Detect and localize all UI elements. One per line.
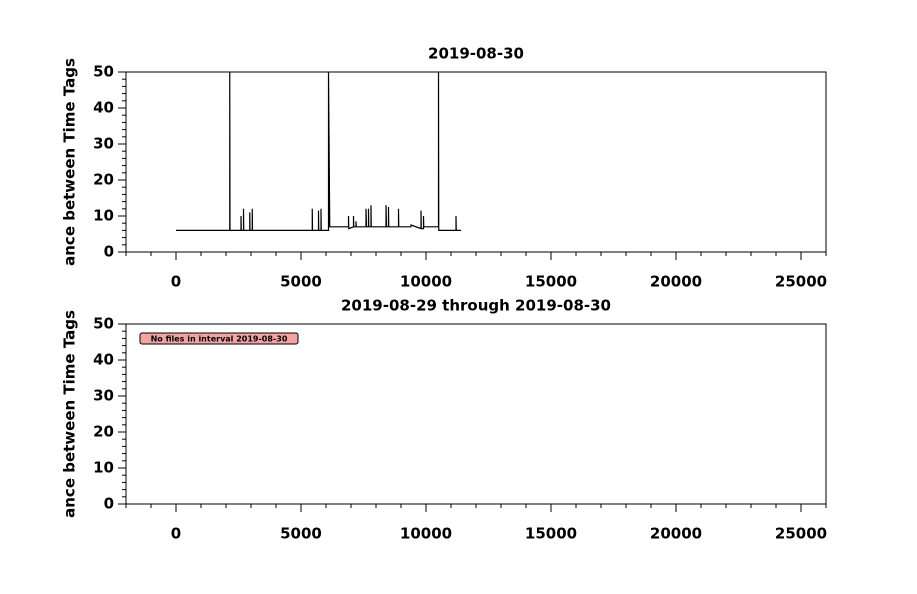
y-tick-label: 10 [93,459,114,477]
plot-frame [125,71,827,253]
panel: 2019-08-30 ance between Time Tags 0 10 20 30 4… [61,45,828,291]
x-tick-label: 0 [171,273,181,291]
annotation: No files in interval 2019-08-30 [139,332,299,345]
y-tick-label: 0 [104,495,114,513]
y-tick-label: 20 [93,171,114,189]
panel: 2019-08-29 through 2019-08-30 ance betwee… [61,297,828,543]
y-tick-label: 40 [93,99,114,117]
chart-title: 2019-08-29 through 2019-08-30 [341,297,611,315]
y-axis-label: ance between Time Tags [61,310,79,518]
x-tick-label: 10000 [400,525,452,543]
y-tick-label: 0 [104,243,114,261]
y-tick-label: 10 [93,207,114,225]
x-tick-label: 25000 [775,525,827,543]
chart-title: 2019-08-30 [428,45,524,63]
y-tick-label: 40 [93,351,114,369]
y-tick-label: 30 [93,135,114,153]
x-tick-label: 15000 [525,525,577,543]
annotation-box [139,332,299,345]
x-tick-label: 20000 [650,525,702,543]
y-tick-label: 50 [93,63,114,81]
x-tick-label: 25000 [775,273,827,291]
y-axis-label: ance between Time Tags [61,58,79,266]
x-tick-label: 5000 [280,273,322,291]
annotation-text: No files in interval 2019-08-30 [151,335,288,344]
y-tick-label: 20 [93,423,114,441]
x-tick-label: 10000 [400,273,452,291]
data-line [176,72,461,231]
plot-frame [125,323,827,505]
x-tick-label: 15000 [525,273,577,291]
y-tick-label: 50 [93,315,114,333]
x-tick-label: 5000 [280,525,322,543]
x-tick-label: 0 [171,525,181,543]
y-tick-label: 30 [93,387,114,405]
x-tick-label: 20000 [650,273,702,291]
